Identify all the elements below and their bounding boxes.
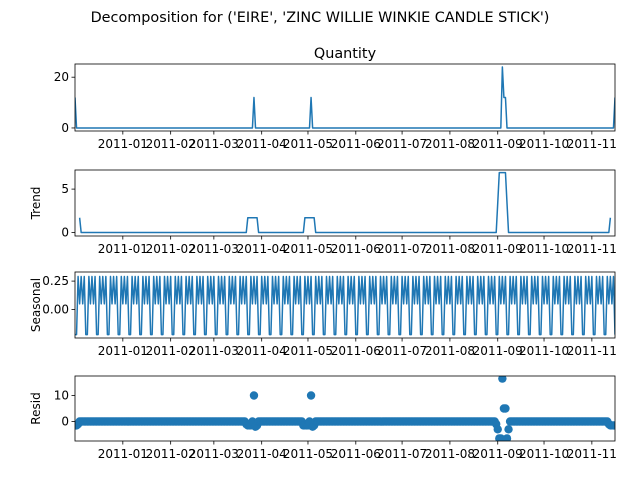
- x-tick-label: 2011-07: [377, 137, 427, 151]
- x-tick-label: 2011-06: [331, 344, 381, 358]
- x-tick-label: 2011-09: [473, 242, 523, 256]
- x-tick-label: 2011-06: [331, 242, 381, 256]
- observed-plot-area: [75, 66, 615, 129]
- seasonal-series-line: [75, 275, 615, 336]
- x-tick-label: 2011-08: [425, 344, 475, 358]
- x-tick-label: 2011-09: [473, 137, 523, 151]
- x-tick-label: 2011-02: [146, 447, 196, 461]
- trend-ylabel: Trend: [29, 187, 43, 221]
- x-tick-label: 2011-04: [237, 137, 287, 151]
- resid-axes-frame: [74, 375, 616, 442]
- y-tick-label: 10: [54, 389, 69, 403]
- x-tick-label: 2011-03: [189, 447, 239, 461]
- trend-axes-frame: [74, 169, 616, 237]
- resid-point: [249, 391, 259, 400]
- trend-panel: 052011-012011-022011-032011-042011-05201…: [29, 169, 617, 256]
- x-tick-label: 2011-11: [567, 242, 617, 256]
- x-tick-label: 2011-07: [377, 344, 427, 358]
- x-tick-label: 2011-11: [567, 344, 617, 358]
- x-tick-label: 2011-05: [283, 242, 333, 256]
- seasonal-ylabel: Seasonal: [29, 278, 43, 332]
- trend-series-line: [78, 171, 612, 234]
- x-tick-label: 2011-06: [331, 137, 381, 151]
- y-tick-label: 0: [61, 226, 69, 240]
- x-tick-label: 2011-10: [519, 344, 569, 358]
- x-tick-label: 2011-11: [567, 137, 617, 151]
- x-tick-label: 2011-07: [377, 242, 427, 256]
- x-tick-label: 2011-04: [237, 447, 287, 461]
- y-tick-label: 0.25: [42, 274, 69, 288]
- x-tick-label: 2011-03: [189, 344, 239, 358]
- x-tick-label: 2011-10: [519, 447, 569, 461]
- x-tick-label: 2011-09: [473, 344, 523, 358]
- x-tick-label: 2011-09: [473, 447, 523, 461]
- y-tick-label: 0: [61, 415, 69, 429]
- y-tick-label: 20: [54, 70, 69, 84]
- x-tick-label: 2011-08: [425, 137, 475, 151]
- resid-point: [498, 376, 507, 383]
- x-tick-label: 2011-08: [425, 447, 475, 461]
- resid-panel: 0102011-012011-022011-032011-042011-0520…: [29, 375, 617, 461]
- figure-suptitle: Decomposition for ('EIRE', 'ZINC WILLIE …: [91, 10, 550, 26]
- x-tick-label: 2011-10: [519, 137, 569, 151]
- x-tick-label: 2011-01: [98, 242, 148, 256]
- seasonal-plot-area: [75, 275, 615, 336]
- x-tick-label: 2011-10: [519, 242, 569, 256]
- resid-point: [504, 425, 513, 434]
- x-tick-label: 2011-02: [146, 242, 196, 256]
- x-tick-label: 2011-02: [146, 344, 196, 358]
- x-tick-label: 2011-11: [567, 447, 617, 461]
- x-tick-label: 2011-03: [189, 242, 239, 256]
- x-tick-label: 2011-06: [331, 447, 381, 461]
- resid-point: [501, 404, 510, 413]
- x-tick-label: 2011-05: [283, 447, 333, 461]
- x-tick-label: 2011-01: [98, 137, 148, 151]
- x-tick-label: 2011-07: [377, 447, 427, 461]
- seasonal-panel: 0.000.252011-012011-022011-032011-042011…: [29, 271, 617, 358]
- y-tick-label: 0.00: [42, 303, 69, 317]
- observed-panel: 0202011-012011-022011-032011-042011-0520…: [54, 46, 617, 151]
- x-tick-label: 2011-01: [98, 447, 148, 461]
- x-tick-label: 2011-04: [237, 242, 287, 256]
- resid-point: [493, 425, 502, 434]
- x-tick-label: 2011-05: [283, 344, 333, 358]
- resid-point: [306, 391, 316, 400]
- y-tick-label: 0: [61, 121, 69, 135]
- observed-axes-frame: [74, 63, 616, 132]
- observed-title: Quantity: [314, 46, 377, 62]
- seasonal-axes-frame: [74, 271, 616, 339]
- resid-point: [610, 421, 615, 430]
- x-tick-label: 2011-02: [146, 137, 196, 151]
- resid-ylabel: Resid: [29, 392, 43, 424]
- resid-plot-area: [75, 376, 615, 441]
- x-tick-label: 2011-04: [237, 344, 287, 358]
- x-tick-label: 2011-08: [425, 242, 475, 256]
- x-tick-label: 2011-03: [189, 137, 239, 151]
- observed-series-line: [75, 66, 615, 129]
- resid-point: [502, 434, 512, 441]
- x-tick-label: 2011-05: [283, 137, 333, 151]
- y-tick-label: 5: [61, 182, 69, 196]
- trend-plot-area: [78, 171, 612, 234]
- x-tick-label: 2011-01: [98, 344, 148, 358]
